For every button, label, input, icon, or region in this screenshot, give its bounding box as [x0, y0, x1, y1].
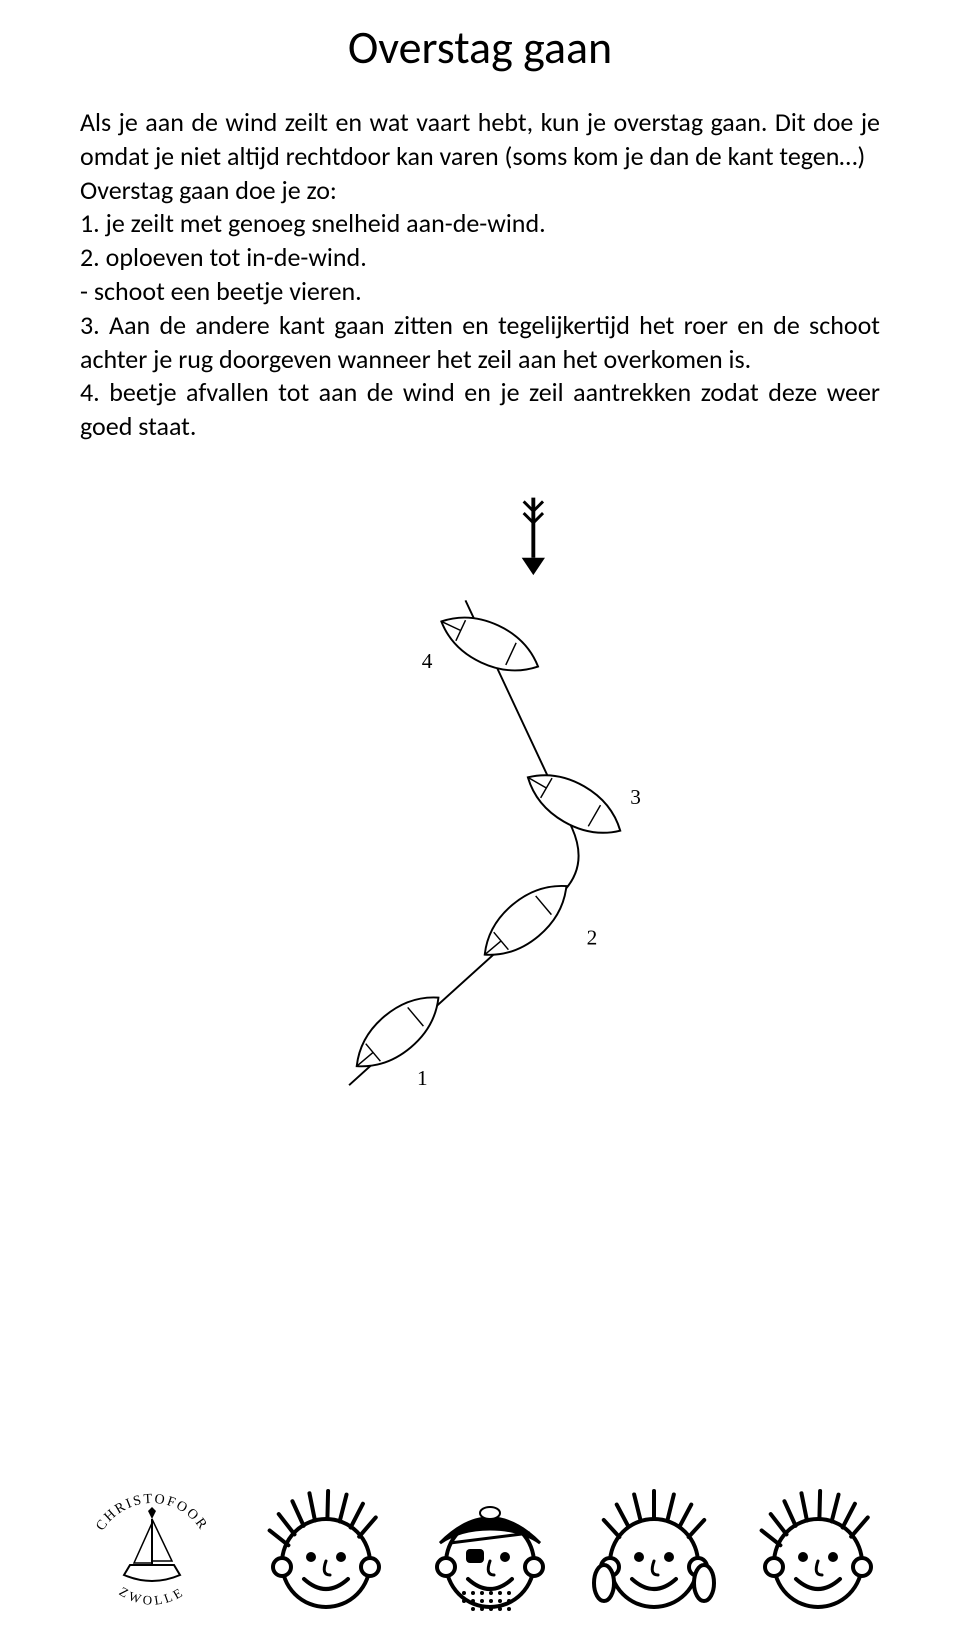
- page-title: Overstag gaan: [80, 20, 880, 76]
- svg-text:3: 3: [630, 785, 641, 809]
- svg-text:ZWOLLE: ZWOLLE: [117, 1584, 187, 1608]
- lead-line: Overstag gaan doe je zo:: [80, 174, 880, 208]
- document-page: Overstag gaan Als je aan de wind zeilt e…: [0, 0, 960, 1650]
- svg-text:2: 2: [587, 926, 598, 950]
- step-3: 3. Aan de andere kant gaan zitten en teg…: [80, 309, 880, 377]
- step-2: 2. oploeven tot in-de-wind.: [80, 241, 880, 275]
- face-icon: [753, 1485, 883, 1625]
- christofoor-logo: CHRISTOFOORZWOLLE: [77, 1475, 227, 1625]
- footer: CHRISTOFOORZWOLLE: [0, 1475, 960, 1625]
- face-icon: [589, 1485, 719, 1625]
- step-2b: - schoot een beetje vieren.: [80, 275, 880, 309]
- diagram-container: 1 2 3 4: [80, 484, 880, 1124]
- face-icon: [261, 1485, 391, 1625]
- face-icon: [425, 1485, 555, 1625]
- step-1: 1. je zeilt met genoeg snelheid aan-de-w…: [80, 207, 880, 241]
- intro-paragraph: Als je aan de wind zeilt en wat vaart he…: [80, 106, 880, 174]
- svg-text:4: 4: [422, 649, 433, 673]
- step-4: 4. beetje afvallen tot aan de wind en je…: [80, 376, 880, 444]
- body-text: Als je aan de wind zeilt en wat vaart he…: [80, 106, 880, 444]
- svg-text:1: 1: [417, 1066, 428, 1090]
- tacking-diagram: 1 2 3 4: [245, 484, 715, 1124]
